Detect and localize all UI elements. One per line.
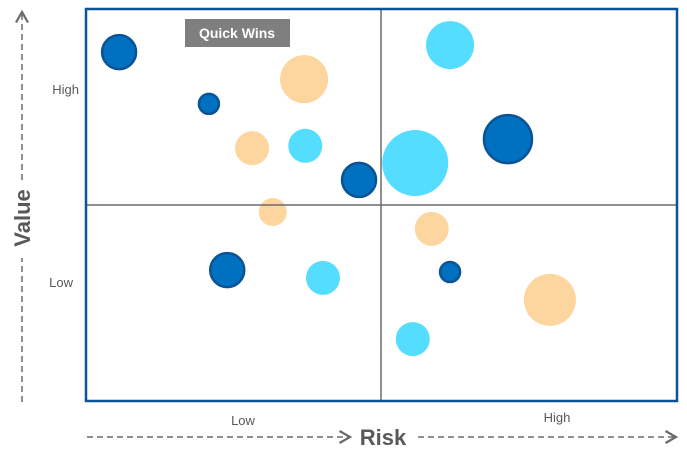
bubble-13: [305, 260, 340, 295]
bubble-11: [414, 211, 449, 246]
quick-wins-label-bg: [185, 19, 290, 47]
x-tick-low: Low: [231, 413, 255, 428]
y-tick-low: Low: [49, 275, 73, 290]
bubble-4: [235, 131, 270, 166]
bubble-6: [340, 161, 378, 199]
bubble-8: [426, 21, 475, 70]
y-tick-high: High: [52, 82, 79, 97]
bubble-15: [523, 273, 576, 326]
plot-frame: [84, 7, 679, 403]
bubble-9: [382, 130, 449, 197]
bubble-10: [482, 113, 534, 165]
bubble-5: [288, 128, 323, 163]
x-tick-high: High: [544, 410, 571, 425]
bubble-3: [197, 92, 221, 116]
bubble-7: [258, 198, 287, 227]
y-axis-title: Value: [10, 189, 35, 246]
x-axis-title: Risk: [360, 425, 407, 450]
bubble-14: [438, 260, 462, 284]
bubble-16: [395, 322, 430, 357]
bubble-1: [100, 33, 138, 71]
bubble-2: [280, 55, 329, 104]
quick-wins-label: Quick Wins: [199, 25, 275, 41]
bubble-12: [208, 251, 246, 289]
